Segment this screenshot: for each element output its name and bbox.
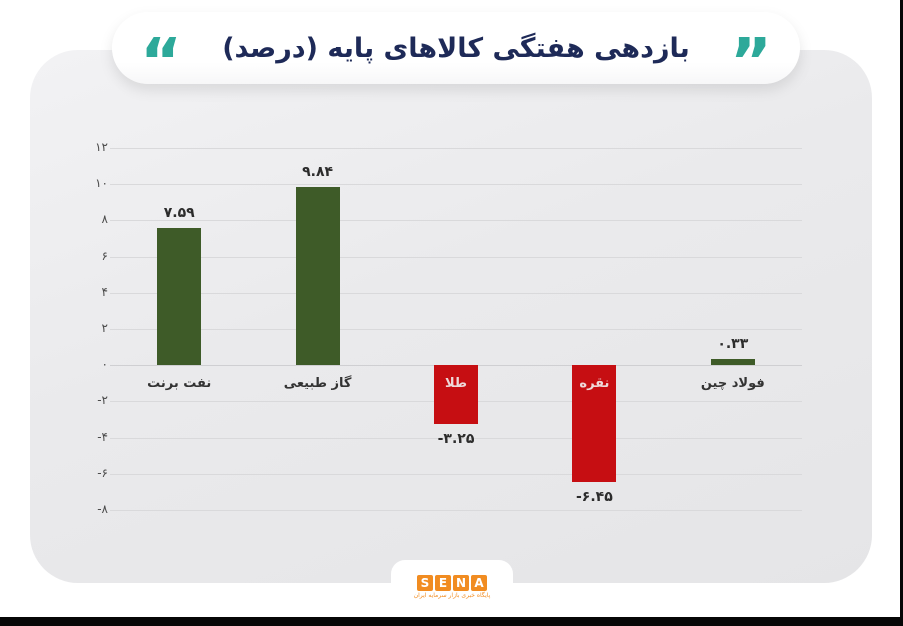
bar-5 <box>710 359 755 366</box>
sena-logo-tagline: پایگاه خبری بازار سرمایه ایران <box>413 591 491 599</box>
bar-2 <box>295 187 340 366</box>
gridline <box>110 148 802 149</box>
value-label: ۷.۵۹ <box>163 204 195 221</box>
y-axis-tick-label: ۴ <box>101 284 108 299</box>
y-axis-tick-label: -۶ <box>97 465 108 480</box>
bar-4 <box>572 365 617 482</box>
closing-quote-icon: ” <box>729 26 772 100</box>
opening-quote-icon: “ <box>140 26 183 100</box>
gridline <box>110 220 802 222</box>
right-border-strip <box>900 0 903 626</box>
logo-letter-s: S <box>417 574 433 591</box>
gridline <box>110 292 802 294</box>
value-label: -۳.۲۵ <box>437 431 475 448</box>
logo-letter-a: A <box>471 574 487 591</box>
page-title: بازدهی هفتگی کالاهای پایه (درصد) <box>222 32 690 64</box>
bar-3 <box>434 365 478 424</box>
gridline <box>110 184 802 186</box>
category-label: فولاد چین <box>700 376 765 392</box>
y-axis-tick-label: -۸ <box>97 502 108 516</box>
logo-letter-n: N <box>453 574 469 591</box>
gridline <box>110 329 802 330</box>
logo-letter-e: E <box>435 574 451 591</box>
category-label: طلا <box>444 376 468 392</box>
value-label: ۰.۳۳ <box>717 336 749 353</box>
bar-1 <box>157 227 202 366</box>
gridline <box>110 437 802 439</box>
category-label: نقره <box>579 376 610 392</box>
gridline <box>110 256 802 258</box>
y-axis-tick-label: ۱۲ <box>95 140 108 154</box>
value-label: -۶.۴۵ <box>576 488 613 505</box>
category-label: نفت برنت <box>147 376 212 392</box>
category-label: گاز طبیعی <box>283 376 352 392</box>
bottom-border-bar <box>0 617 903 626</box>
y-axis-tick-label: -۲ <box>97 393 108 408</box>
gridline <box>110 473 802 475</box>
bar-chart: ۱۲ ۱۰ ۸ ۶ ۴ ۲ ۰ -۲ -۴ -۶ -۸ ۷.۵۹ نفت برنت ۹.۸۴ گاز طبی… <box>60 130 820 530</box>
y-axis-tick-label: -۴ <box>97 429 108 444</box>
header: “ بازدهی هفتگی کالاهای پایه (درصد) ” <box>112 12 800 95</box>
y-axis-tick-label: ۱۰ <box>95 176 108 191</box>
y-axis-tick-label: ۸ <box>101 212 108 227</box>
y-axis-tick-label: ۶ <box>101 248 108 263</box>
gridline <box>110 510 802 511</box>
y-axis-tick-label: ۲ <box>101 321 108 335</box>
value-label: ۹.۸۴ <box>302 164 334 181</box>
y-axis-tick-label: ۰ <box>101 357 108 372</box>
